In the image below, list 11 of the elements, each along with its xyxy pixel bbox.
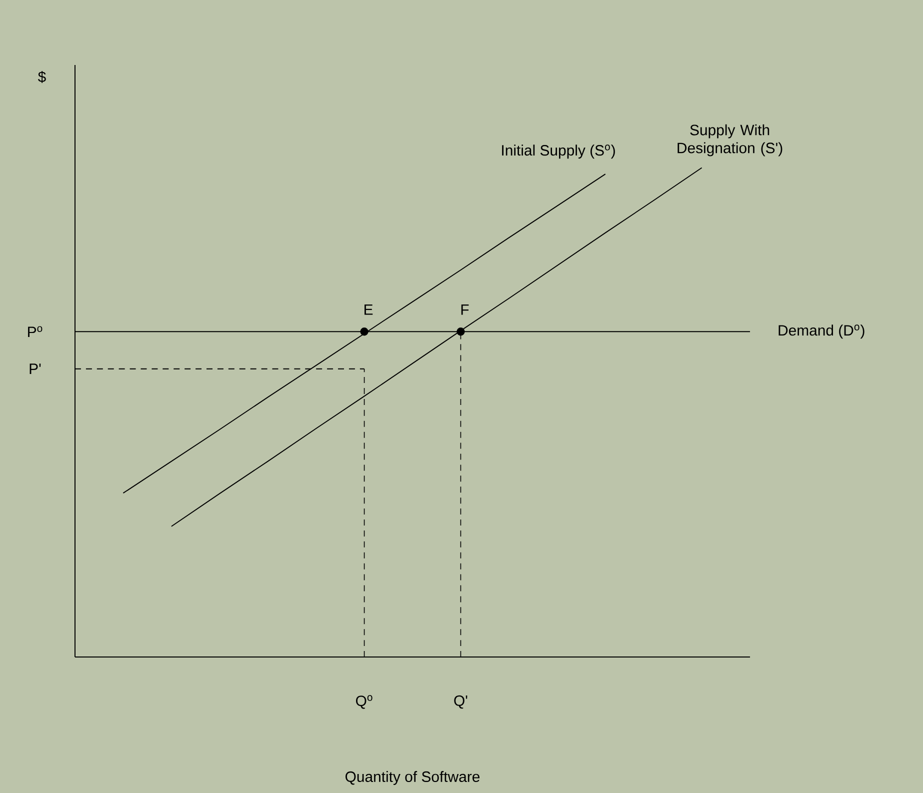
series-label: Supply With Designation (S')	[678, 124, 782, 156]
x-tick-label: Q$^{o}$	[356, 695, 372, 709]
text: $	[38, 70, 46, 84]
annotation: F	[461, 304, 469, 315]
series-label: Initial Supply (S$^{o}$)	[502, 144, 615, 159]
series-label: Demand (D$^{o}$)	[778, 324, 864, 339]
text: P$^{o}$	[28, 326, 42, 338]
x-tick-label: Q'	[454, 695, 468, 709]
x-axis-title: Quantity of Software	[346, 771, 480, 785]
text: P'	[30, 364, 41, 374]
annotation: E	[364, 304, 373, 315]
